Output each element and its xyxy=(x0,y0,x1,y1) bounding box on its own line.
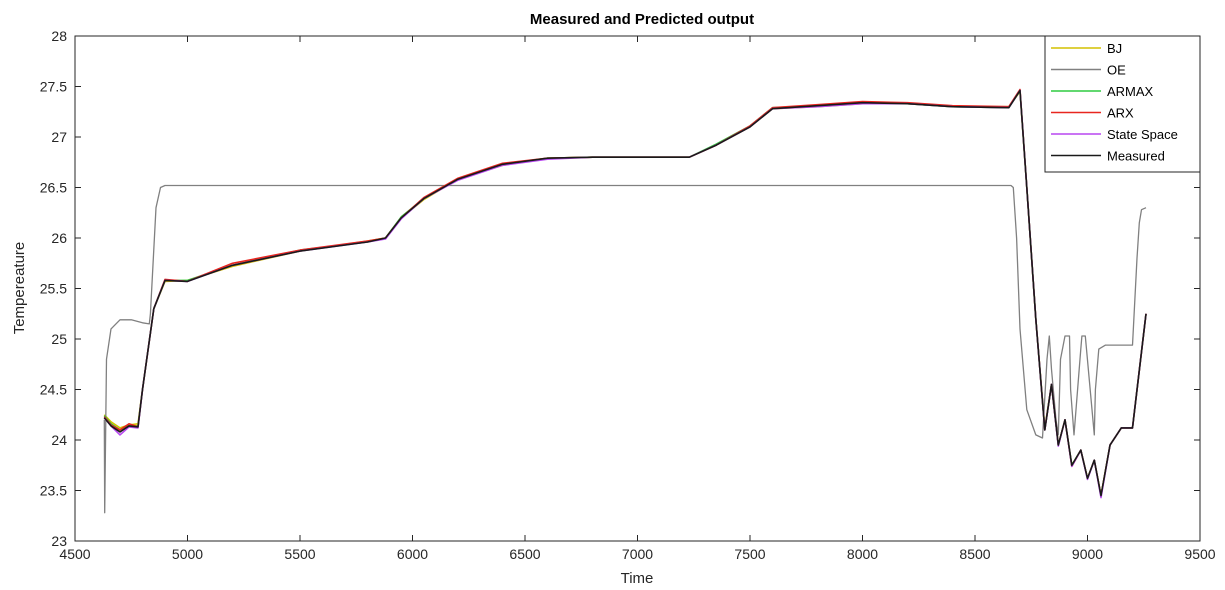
legend-box xyxy=(1044,35,1201,173)
legend-label: Measured xyxy=(1107,149,1165,164)
y-tick-label: 23 xyxy=(51,533,67,549)
series-line-oe xyxy=(103,184,1147,514)
x-tick-label: 4500 xyxy=(59,546,90,562)
y-tick-label: 27 xyxy=(51,129,67,145)
x-tick-label: 5000 xyxy=(172,546,203,562)
plot-area xyxy=(75,36,1200,541)
y-tick-label: 26 xyxy=(51,230,67,246)
legend-label: ARMAX xyxy=(1107,84,1154,99)
legend-label: OE xyxy=(1107,63,1126,78)
y-tick-label: 27.5 xyxy=(40,79,67,95)
legend-label: State Space xyxy=(1107,127,1178,142)
legend: BJ OE ARMAX ARX State Space Measured xyxy=(1044,35,1201,173)
series-layer xyxy=(103,88,1147,514)
y-tick-label: 23.5 xyxy=(40,483,67,499)
y-tick-label: 25 xyxy=(51,331,67,347)
x-tick-label: 8000 xyxy=(847,546,878,562)
y-tick-label: 24 xyxy=(51,432,67,448)
x-tick-label: 7500 xyxy=(734,546,765,562)
x-tick-label: 8500 xyxy=(959,546,990,562)
chart-title: Measured and Predicted output xyxy=(530,11,754,28)
x-tick-label: 6500 xyxy=(509,546,540,562)
legend-label: ARX xyxy=(1107,106,1134,121)
x-tick-label: 9000 xyxy=(1072,546,1103,562)
x-tick-label: 7000 xyxy=(622,546,653,562)
x-tick-label: 5500 xyxy=(284,546,315,562)
ticks-layer: 4500 5000 5500 6000 6500 7000 7500 8000 8500 9000… xyxy=(40,28,1216,562)
x-axis-label: Time xyxy=(621,570,654,587)
series-line-measured xyxy=(103,89,1147,497)
y-tick-label: 28 xyxy=(51,28,67,44)
x-tick-label: 9500 xyxy=(1184,546,1215,562)
x-tick-label: 6000 xyxy=(397,546,428,562)
legend-label: BJ xyxy=(1107,41,1122,56)
y-axis-label: Tempereature xyxy=(11,242,28,335)
y-tick-label: 26.5 xyxy=(40,180,67,196)
y-tick-label: 25.5 xyxy=(40,281,67,297)
y-tick-label: 24.5 xyxy=(40,382,67,398)
